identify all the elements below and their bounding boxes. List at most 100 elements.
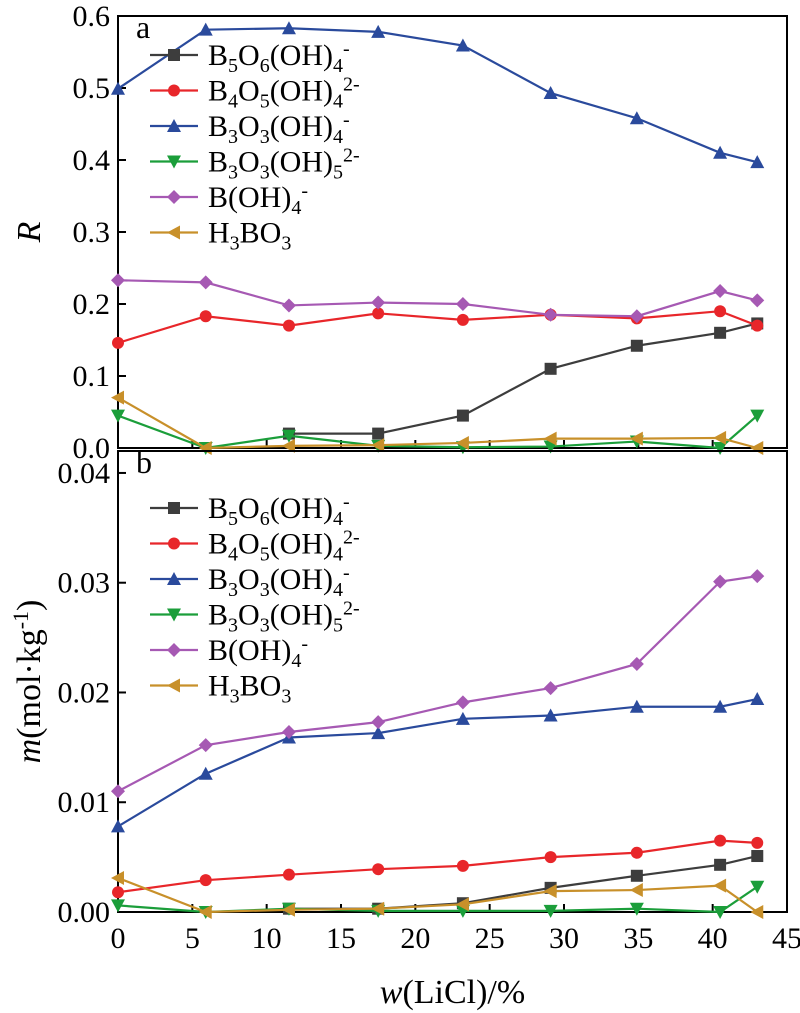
data-point-b3o3oh5: [111, 899, 125, 913]
data-point-b3o3: [750, 692, 765, 706]
data-point-boh4: [543, 681, 558, 696]
data-point-boh4: [543, 307, 558, 322]
y-tick-label: 0.6: [73, 0, 111, 33]
data-point-boh4: [455, 695, 470, 710]
legend-marker-h3bo3: [167, 225, 180, 240]
data-point-b3o3: [713, 699, 728, 713]
data-point-boh4: [281, 298, 296, 313]
data-point-b3o3oh5: [750, 880, 765, 894]
data-point-boh4: [371, 715, 386, 730]
data-point-b4o5: [456, 859, 469, 872]
data-point-b3o3oh5: [281, 429, 296, 443]
data-point-b4o5: [199, 874, 212, 887]
y-axis-label: R: [11, 221, 48, 243]
data-point-b5o6: [751, 850, 764, 863]
legend-marker-b3o3oh5: [167, 155, 181, 169]
data-point-boh4: [713, 284, 728, 299]
y-tick-label: 0.5: [73, 72, 111, 105]
series-line-boh4: [117, 279, 758, 318]
legend-marker-boh4: [167, 643, 181, 657]
legend-label-boh4: B(OH)4-: [208, 180, 308, 219]
data-point-boh4: [111, 273, 125, 288]
data-point-b3o3oh5: [111, 409, 125, 423]
legend-label-b4o5: B4O5(OH)42-: [208, 74, 360, 113]
data-point-b4o5: [112, 336, 124, 349]
panel-a: 0.0 0.1 0.2 0.3 0.4 0.5 0.6 a R B5O6(OH)4-B4O5(OH…: [11, 0, 788, 465]
legend-label-b5o6: B5O6(OH)4-: [208, 38, 350, 77]
legend-label-b3o3: B3O3(OH)4-: [208, 562, 350, 601]
legend-marker-b4o5: [168, 537, 180, 550]
y-tick-label: 0.04: [58, 457, 111, 490]
data-point-h3bo3: [629, 431, 643, 446]
legend-label-b3o3oh5: B3O3(OH)52-: [208, 598, 360, 637]
legend-label-h3bo3: H3BO3: [208, 670, 291, 708]
data-point-b3o3: [281, 21, 296, 35]
data-point-b3o3oh5: [713, 442, 728, 455]
data-point-boh4: [750, 569, 765, 584]
legend-label-b4o5: B4O5(OH)42-: [208, 527, 360, 566]
x-tick-label: 5: [185, 922, 200, 955]
data-point-b4o5: [751, 836, 764, 849]
data-point-b5o6: [456, 409, 469, 422]
data-point-b4o5: [751, 319, 764, 332]
legend-marker-b3o3: [167, 119, 181, 132]
x-tick-label: 20: [400, 922, 430, 955]
legend-label-h3bo3: H3BO3: [208, 217, 291, 255]
data-point-b3o3: [713, 145, 728, 159]
legend: B5O6(OH)4-B4O5(OH)42-B3O3(OH)4-B3O3(OH)5…: [150, 38, 360, 255]
data-point-h3bo3: [750, 905, 764, 919]
data-point-b4o5: [282, 319, 295, 332]
data-point-boh4: [281, 724, 296, 739]
data-point-b4o5: [714, 305, 727, 318]
data-point-b3o3: [750, 155, 765, 169]
data-point-h3bo3: [750, 441, 764, 455]
data-point-boh4: [629, 656, 644, 671]
data-point-h3bo3: [371, 438, 385, 453]
x-tick-label: 25: [475, 922, 505, 955]
y-tick-label: 0.03: [58, 567, 111, 600]
data-point-h3bo3: [111, 390, 124, 405]
data-point-boh4: [713, 574, 728, 589]
x-tick-label: 0: [111, 922, 126, 955]
data-point-b3o3: [543, 86, 558, 100]
data-point-b3o3: [198, 22, 213, 36]
series-line-b4o5: [117, 839, 758, 894]
x-tick-label: 40: [698, 922, 728, 955]
data-point-h3bo3: [111, 870, 124, 885]
data-point-b4o5: [112, 886, 124, 899]
data-point-boh4: [111, 784, 125, 799]
data-point-b3o3: [371, 726, 386, 740]
data-point-boh4: [750, 293, 765, 308]
series-line-b3o3oh5: [117, 885, 758, 914]
x-tick-label: 30: [549, 922, 579, 955]
y-tick-label: 0.00: [58, 896, 111, 929]
series-line-b5o6: [288, 854, 758, 910]
data-point-b4o5: [630, 846, 643, 859]
panel-label: b: [136, 444, 152, 480]
data-point-b4o5: [199, 310, 212, 323]
data-point-h3bo3: [713, 878, 727, 893]
data-point-h3bo3: [281, 438, 295, 453]
data-point-b3o3: [111, 81, 125, 95]
y-tick-label: 0.02: [58, 676, 111, 709]
legend-marker-h3bo3: [167, 678, 180, 693]
data-point-boh4: [371, 295, 386, 310]
legend-label-b3o3: B3O3(OH)4-: [208, 109, 350, 148]
y-tick-label: 0.0: [73, 432, 111, 465]
data-point-b4o5: [282, 868, 295, 881]
series-line-b3o3: [117, 697, 758, 828]
data-point-b3o3: [111, 819, 125, 833]
panel-label: a: [136, 9, 150, 45]
y-tick-label: 0.3: [73, 216, 111, 249]
series-line-h3bo3: [117, 876, 758, 914]
series-line-b4o5: [117, 310, 758, 344]
legend: B5O6(OH)4-B4O5(OH)42-B3O3(OH)4-B3O3(OH)5…: [150, 491, 360, 708]
data-point-b5o6: [714, 858, 727, 871]
y-tick-label: 0.1: [73, 360, 111, 393]
legend-label-boh4: B(OH)4-: [208, 633, 308, 672]
legend-label-b5o6: B5O6(OH)4-: [208, 491, 350, 530]
x-tick-label: 45: [772, 922, 800, 955]
y-tick-label: 0.2: [73, 288, 111, 321]
